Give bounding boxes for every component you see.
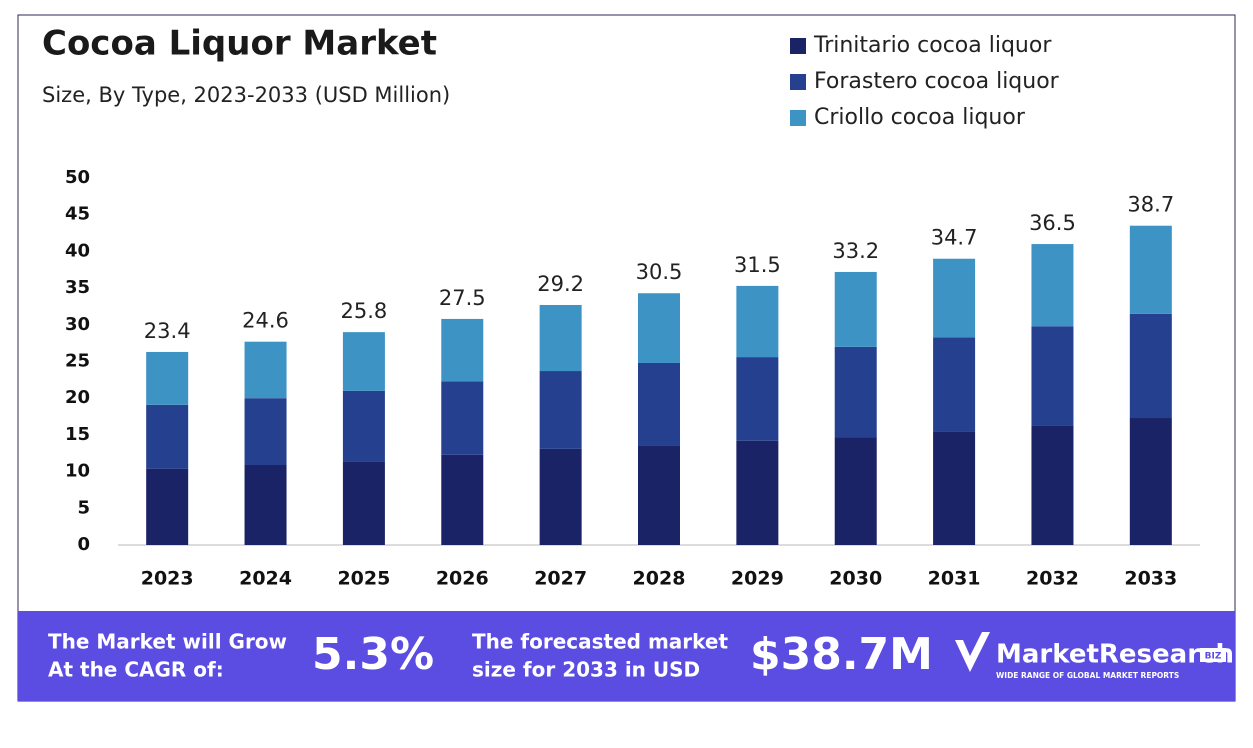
total-label: 24.6 (242, 309, 289, 333)
bar-segment (146, 351, 189, 405)
total-label: 38.7 (1127, 193, 1174, 217)
bar-segment (342, 461, 385, 545)
bar-segment (244, 341, 287, 399)
banner-value: $38.7M (750, 629, 933, 680)
x-tick-label: 2024 (239, 568, 292, 590)
bar-segment (146, 404, 189, 469)
legend-swatch (790, 74, 806, 90)
bar-segment (638, 362, 680, 446)
x-tick-label: 2030 (829, 568, 882, 590)
bar-segment (1031, 425, 1074, 545)
bar-segment (441, 381, 484, 455)
total-label: 33.2 (832, 239, 879, 263)
logo: MarketResearch (996, 640, 1234, 670)
bar-segment (441, 318, 484, 382)
bar-segment (1031, 326, 1074, 426)
legend-label: Forastero cocoa liquor (814, 69, 1060, 94)
bar-segment (539, 448, 582, 545)
total-label: 27.5 (439, 286, 486, 310)
bar-segment (244, 398, 287, 465)
x-tick-label: 2026 (436, 568, 489, 590)
bar-segment (834, 437, 877, 545)
bar-segment (1129, 313, 1172, 419)
x-tick-label: 2031 (928, 568, 981, 590)
y-tick-label: 0 (77, 534, 90, 555)
bar-segment (736, 357, 779, 441)
logo-badge: BIZ (1205, 652, 1222, 662)
banner (18, 611, 1235, 701)
banner-text: At the CAGR of: (48, 658, 224, 682)
y-tick-label: 45 (65, 204, 90, 225)
banner-text: size for 2033 in USD (472, 658, 700, 682)
y-tick-label: 40 (65, 240, 90, 261)
total-label: 36.5 (1029, 211, 1076, 235)
bar-segment (736, 285, 779, 358)
bar-segment (1031, 244, 1074, 327)
chart-subtitle: Size, By Type, 2023-2033 (USD Million) (42, 83, 450, 107)
bar-segment (146, 468, 189, 545)
legend-swatch (790, 38, 806, 54)
total-label: 29.2 (537, 272, 584, 296)
total-label: 31.5 (734, 253, 781, 277)
legend-swatch (790, 110, 806, 126)
x-tick-label: 2032 (1026, 568, 1079, 590)
bar-segment (638, 445, 680, 545)
banner-value: 5.3% (312, 629, 434, 680)
bar-segment (1129, 418, 1172, 545)
x-tick-label: 2027 (534, 568, 587, 590)
legend-label: Trinitario cocoa liquor (813, 33, 1052, 58)
x-tick-label: 2033 (1124, 568, 1177, 590)
x-tick-label: 2029 (731, 568, 784, 590)
total-label: 30.5 (636, 260, 683, 284)
bar-segment (834, 346, 877, 438)
chart-title: Cocoa Liquor Market (42, 24, 437, 64)
banner-text: The forecasted market (472, 630, 728, 654)
logo-icon (955, 632, 990, 672)
bar-segment (342, 332, 385, 391)
total-label: 23.4 (144, 319, 191, 343)
legend-label: Criollo cocoa liquor (814, 105, 1026, 130)
bar-segment (539, 371, 582, 449)
bar-segment (441, 454, 484, 545)
bar-segment (933, 431, 976, 545)
logo-tagline: WIDE RANGE OF GLOBAL MARKET REPORTS (996, 671, 1179, 680)
bar-segment (539, 304, 582, 372)
y-tick-label: 25 (65, 351, 90, 372)
y-tick-label: 20 (65, 387, 90, 408)
y-tick-label: 10 (65, 461, 90, 482)
bar-segment (834, 271, 877, 347)
bar-segment (736, 440, 779, 545)
y-tick-label: 35 (65, 277, 90, 298)
bar-segment (933, 337, 976, 432)
y-tick-label: 5 (77, 497, 90, 518)
bar-segment (638, 293, 680, 363)
x-tick-label: 2023 (141, 568, 194, 590)
bar-segment (933, 258, 976, 338)
y-tick-label: 15 (65, 424, 90, 445)
total-label: 25.8 (341, 299, 388, 323)
bar-segment (1129, 225, 1172, 314)
total-label: 34.7 (931, 226, 978, 250)
x-tick-label: 2025 (337, 568, 390, 590)
bar-segment (244, 464, 287, 545)
bar-segment (342, 390, 385, 462)
banner-text: The Market will Grow (48, 630, 287, 654)
y-tick-label: 30 (65, 314, 90, 335)
logo-badge-bg (1200, 648, 1226, 662)
x-tick-label: 2028 (633, 568, 686, 590)
y-tick-label: 50 (65, 167, 90, 188)
